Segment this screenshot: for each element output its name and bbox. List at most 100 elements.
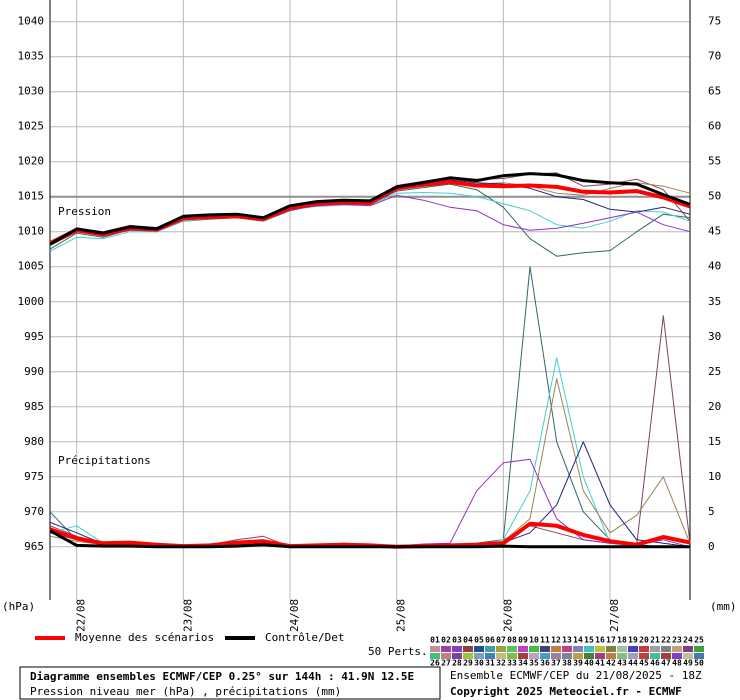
perturbation-swatch xyxy=(694,646,704,652)
perturbation-swatch xyxy=(441,646,451,652)
perturbation-label: 40 xyxy=(584,659,594,668)
legend-label: Moyenne des scénarios xyxy=(75,631,214,644)
y-tick-label: 1035 xyxy=(18,50,45,63)
y-tick-label: 980 xyxy=(24,435,44,448)
perturbation-swatch xyxy=(430,646,440,652)
chart-subtitle: Pression niveau mer (hPa) , précipitatio… xyxy=(30,685,341,698)
perturbation-swatch xyxy=(672,646,682,652)
perturbation-swatch xyxy=(430,653,440,659)
x-tick-label: 24/08 xyxy=(288,599,301,632)
pressure-line xyxy=(49,192,691,252)
x-tick-label: 26/08 xyxy=(501,599,514,632)
y-tick-label: 1010 xyxy=(18,225,45,238)
y-tick-label: 975 xyxy=(24,470,44,483)
perturbation-label: 18 xyxy=(617,636,627,645)
annotation: Pression xyxy=(58,205,111,218)
y-tick-label: 990 xyxy=(24,365,44,378)
perturbation-label: 21 xyxy=(650,636,660,645)
annotation: Précipitations xyxy=(58,454,151,467)
y2-tick-label: 50 xyxy=(708,190,721,203)
x-tick-label: 22/08 xyxy=(75,599,88,632)
perturbation-swatch xyxy=(650,646,660,652)
perturbation-label: 30 xyxy=(474,659,484,668)
perturbation-swatch xyxy=(595,653,605,659)
chart-title: Diagramme ensembles ECMWF/CEP 0.25° sur … xyxy=(30,670,414,683)
y2-tick-label: 25 xyxy=(708,365,721,378)
perturbation-swatch xyxy=(474,646,484,652)
y2-tick-label: 5 xyxy=(708,505,715,518)
y2-tick-label: 60 xyxy=(708,120,721,133)
perturbation-swatch xyxy=(573,646,583,652)
perturbation-label: 34 xyxy=(518,659,528,668)
perturbation-swatch xyxy=(650,653,660,659)
perturbation-swatch xyxy=(617,653,627,659)
perturbation-label: 47 xyxy=(661,659,671,668)
perturbation-swatch xyxy=(507,646,517,652)
pressure-line xyxy=(49,172,691,246)
perturbation-label: 25 xyxy=(694,636,704,645)
y-tick-label: 985 xyxy=(24,400,44,413)
perturbation-label: 19 xyxy=(628,636,638,645)
perts-label: 50 Perts. xyxy=(368,645,428,658)
x-tick-label: 25/08 xyxy=(395,599,408,632)
y-tick-label: 965 xyxy=(24,540,44,553)
perturbation-label: 26 xyxy=(430,659,440,668)
perturbation-swatch xyxy=(683,653,693,659)
perturbation-label: 50 xyxy=(694,659,704,668)
perturbation-swatch xyxy=(628,653,638,659)
perturbation-swatch xyxy=(584,653,594,659)
perturbation-label: 41 xyxy=(595,659,605,668)
y2-tick-label: 70 xyxy=(708,50,721,63)
perturbation-label: 20 xyxy=(639,636,649,645)
perturbation-label: 03 xyxy=(452,636,462,645)
perturbation-swatch xyxy=(485,646,495,652)
perturbation-label: 42 xyxy=(606,659,616,668)
y2-tick-label: 35 xyxy=(708,295,721,308)
perturbation-label: 14 xyxy=(573,636,583,645)
perturbation-label: 13 xyxy=(562,636,572,645)
perturbation-swatch xyxy=(628,646,638,652)
y-tick-label: 1005 xyxy=(18,260,45,273)
perturbation-swatch xyxy=(639,653,649,659)
perturbation-label: 32 xyxy=(496,659,506,668)
perturbation-label: 37 xyxy=(551,659,561,668)
perturbation-swatch xyxy=(562,653,572,659)
run-label: Ensemble ECMWF/CEP du 21/08/2025 - 18Z xyxy=(450,669,702,682)
legend-label: Contrôle/Det xyxy=(265,631,344,644)
perturbation-label: 15 xyxy=(584,636,594,645)
perturbation-label: 48 xyxy=(672,659,682,668)
perturbation-label: 31 xyxy=(485,659,495,668)
perturbation-swatch xyxy=(452,653,462,659)
perturbation-swatch xyxy=(485,653,495,659)
y2-tick-label: 20 xyxy=(708,400,721,413)
perturbation-swatch xyxy=(518,646,528,652)
perturbation-label: 12 xyxy=(551,636,561,645)
perturbation-swatch xyxy=(661,653,671,659)
perturbation-swatch xyxy=(540,646,550,652)
perturbation-label: 45 xyxy=(639,659,649,668)
perturbation-label: 08 xyxy=(507,636,517,645)
perturbation-swatch xyxy=(617,646,627,652)
y2-tick-label: 40 xyxy=(708,260,721,273)
perturbation-label: 35 xyxy=(529,659,539,668)
perturbation-label: 17 xyxy=(606,636,616,645)
perturbation-swatch xyxy=(452,646,462,652)
perturbation-label: 29 xyxy=(463,659,473,668)
y2-tick-label: 15 xyxy=(708,435,721,448)
y2-tick-label: 65 xyxy=(708,85,721,98)
perturbation-swatch xyxy=(496,653,506,659)
perturbation-label: 46 xyxy=(650,659,660,668)
x-tick-label: 27/08 xyxy=(608,599,621,632)
perturbation-label: 04 xyxy=(463,636,473,645)
perturbation-label: 39 xyxy=(573,659,583,668)
y-tick-label: 995 xyxy=(24,330,44,343)
perturbation-label: 02 xyxy=(441,636,451,645)
precip-line xyxy=(49,529,690,549)
perturbation-swatch xyxy=(672,653,682,659)
perturbation-swatch xyxy=(595,646,605,652)
perturbation-label: 38 xyxy=(562,659,572,668)
y-tick-label: 1025 xyxy=(18,120,45,133)
perturbation-label: 23 xyxy=(672,636,682,645)
